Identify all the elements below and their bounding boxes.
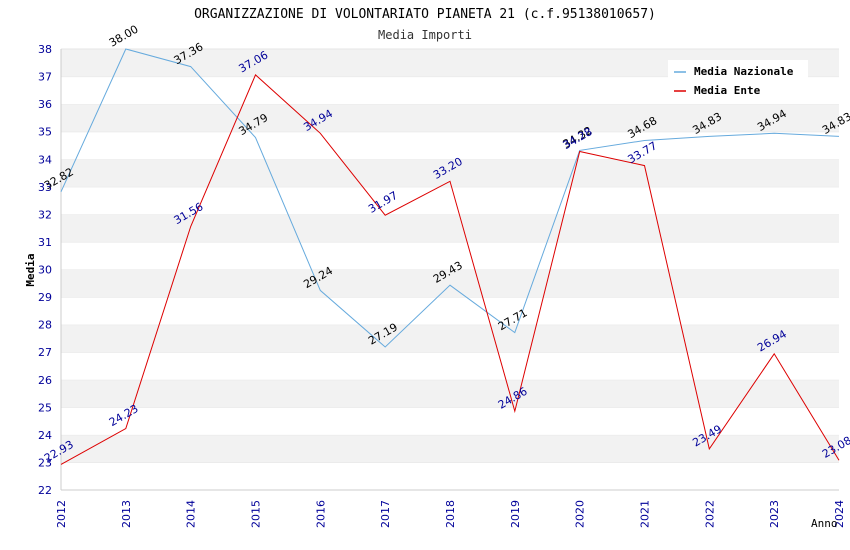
data-label-media-nazionale: 38.00 <box>107 23 141 50</box>
chart-title: ORGANIZZAZIONE DI VOLONTARIATO PIANETA 2… <box>194 7 656 22</box>
x-tick-label: 2014 <box>185 500 198 528</box>
grid-band <box>61 104 839 132</box>
grid-band <box>61 352 839 380</box>
y-tick-label: 30 <box>38 264 52 277</box>
chart-subtitle: Media Importi <box>378 28 472 42</box>
x-tick-label: 2013 <box>120 500 133 528</box>
y-tick-label: 36 <box>38 98 52 111</box>
y-tick-label: 35 <box>38 126 52 139</box>
grid-band <box>61 407 839 435</box>
x-tick-label: 2017 <box>379 500 392 528</box>
y-tick-label: 34 <box>38 153 52 166</box>
x-tick-label: 2012 <box>55 500 68 528</box>
y-tick-label: 25 <box>38 401 52 414</box>
legend-label-media-nazionale: Media Nazionale <box>694 65 794 78</box>
x-axis-ticks: 2012 2013 2014 2015 2016 2017 2018 2019 2020 2021… <box>55 500 846 528</box>
legend-label-media-ente: Media Ente <box>694 84 761 97</box>
x-tick-label: 2016 <box>314 500 327 528</box>
x-tick-label: 2018 <box>444 500 457 528</box>
x-tick-label: 2021 <box>639 500 652 528</box>
grid-band <box>61 462 839 490</box>
y-tick-label: 29 <box>38 291 52 304</box>
y-axis-ticks: 22 23 24 25 26 27 28 29 30 31 32 33 34 35 36 37 38 <box>38 43 52 497</box>
y-tick-label: 31 <box>38 236 52 249</box>
y-tick-label: 26 <box>38 374 52 387</box>
y-tick-label: 23 <box>38 456 52 469</box>
y-tick-label: 32 <box>38 208 52 221</box>
y-tick-label: 28 <box>38 319 52 332</box>
grid-band <box>61 379 839 408</box>
grid-bands <box>60 48 839 491</box>
x-tick-label: 2020 <box>574 500 587 528</box>
y-tick-label: 24 <box>38 429 52 442</box>
legend-box <box>668 60 808 102</box>
legend: Media Nazionale Media Ente <box>668 60 808 102</box>
x-tick-label: 2015 <box>250 500 263 528</box>
y-tick-label: 37 <box>38 71 52 84</box>
y-tick-label: 38 <box>38 43 52 56</box>
x-tick-label: 2019 <box>509 500 522 528</box>
grid-band <box>61 241 839 270</box>
series-line-media-nazionale <box>60 48 840 348</box>
y-tick-label: 22 <box>38 484 52 497</box>
series-line-media-ente <box>60 74 840 465</box>
x-tick-label: 2023 <box>768 500 781 528</box>
grid-band <box>61 324 839 353</box>
y-axis-label: Media <box>24 253 37 286</box>
x-axis-label: Anno <box>811 517 838 530</box>
x-tick-label: 2024 <box>833 500 846 528</box>
x-tick-label: 2022 <box>703 500 716 528</box>
y-tick-label: 33 <box>38 181 52 194</box>
y-tick-label: 27 <box>38 346 52 359</box>
grid-band <box>61 297 839 325</box>
grid-band <box>61 269 839 298</box>
grid-band <box>61 434 839 463</box>
grid-band <box>61 186 839 215</box>
